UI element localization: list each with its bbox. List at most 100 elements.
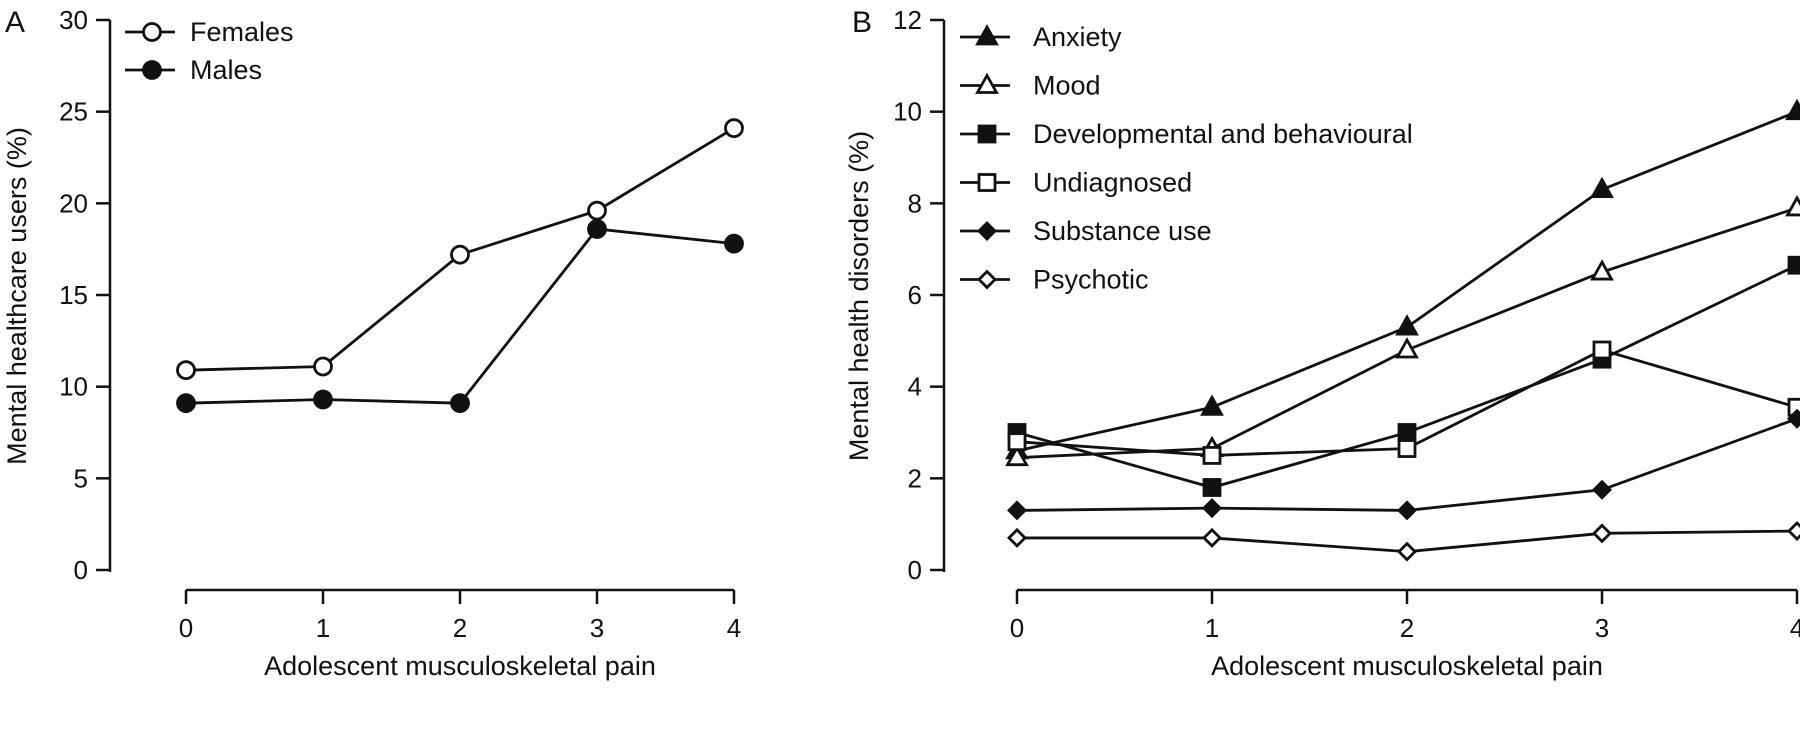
panel-b-x-ticks: 0 1 2 3 4	[1010, 590, 1800, 643]
panel-a-y-tick-label: 25	[59, 97, 88, 127]
legend-item-females: Females	[125, 17, 294, 47]
panel-b-y-tick-label: 6	[908, 280, 922, 310]
data-point-anxiety	[1590, 176, 1614, 198]
legend-marker-males	[142, 60, 162, 80]
legend-label-females: Females	[190, 17, 294, 47]
data-point-developmental-and-behavioural	[1787, 255, 1800, 275]
legend-label-developmental-and-behavioural: Developmental and behavioural	[1033, 119, 1413, 149]
data-point-anxiety	[1785, 98, 1800, 121]
data-point-males	[450, 393, 470, 414]
data-point-developmental-and-behavioural	[1202, 478, 1222, 497]
panel-a-y-tick-label: 10	[59, 372, 88, 402]
data-point-mood	[1590, 259, 1614, 281]
panel-a-x-tick-label: 3	[590, 613, 604, 643]
data-point-mood	[1395, 337, 1419, 359]
data-point-substance-use	[1397, 500, 1417, 521]
legend-item-mood: Mood	[960, 71, 1101, 101]
data-point-psychotic	[1202, 527, 1222, 548]
legend-label-mood: Mood	[1033, 71, 1101, 101]
legend-label-anxiety: Anxiety	[1033, 22, 1122, 52]
legend-marker-females	[142, 22, 162, 42]
panel-a-y-tick-label: 30	[59, 5, 88, 35]
data-point-psychotic	[1592, 523, 1612, 544]
data-point-undiagnosed	[1397, 439, 1417, 458]
panel-b-y-tick-label: 0	[908, 555, 922, 585]
panel-a: A 0 5 10 15 20 25 30 0 1 2 3 4 Adolescent musculos…	[2, 5, 744, 681]
panel-b-y-ticks: 0 2 4 6 8 10 12	[893, 5, 944, 585]
data-point-mood	[1005, 444, 1029, 467]
legend-marker-developmental-and-behavioural	[977, 124, 997, 144]
data-point-females	[313, 356, 333, 377]
legend-marker-substance-use	[977, 221, 997, 241]
panel-b-label: B	[852, 6, 872, 39]
legend-item-undiagnosed: Undiagnosed	[960, 168, 1192, 198]
panel-a-legend: Females Males	[125, 17, 294, 85]
data-point-undiagnosed	[1592, 340, 1612, 360]
data-point-males	[176, 393, 196, 414]
panel-b-y-tick-label: 2	[908, 463, 922, 493]
panel-b-x-tick-label: 3	[1595, 613, 1609, 643]
panel-a-x-tick-label: 0	[179, 613, 193, 643]
panel-b-x-tick-label: 1	[1205, 613, 1219, 643]
panel-a-y-tick-label: 20	[59, 188, 88, 218]
panel-b-y-tick-label: 10	[893, 97, 922, 127]
data-point-substance-use	[1007, 500, 1027, 521]
data-point-females	[176, 360, 196, 381]
data-point-anxiety	[1395, 314, 1419, 336]
panel-a-series	[176, 118, 744, 414]
legend-marker-undiagnosed	[977, 173, 997, 192]
data-point-females	[724, 118, 744, 139]
data-point-males	[724, 233, 744, 254]
panel-a-x-tick-label: 2	[453, 613, 467, 643]
data-point-psychotic	[1397, 541, 1417, 562]
panel-a-y-tick-label: 5	[74, 463, 88, 493]
data-point-anxiety	[1200, 394, 1224, 416]
panel-b-y-axis-title: Mental health disorders (%)	[844, 131, 874, 461]
data-point-developmental-and-behavioural	[1397, 423, 1417, 442]
legend-label-undiagnosed: Undiagnosed	[1033, 168, 1192, 198]
panel-a-x-ticks: 0 1 2 3 4	[179, 590, 741, 643]
panel-b-x-axis-title: Adolescent musculoskeletal pain	[1211, 651, 1603, 681]
data-point-substance-use	[1787, 408, 1800, 429]
panel-a-x-tick-label: 1	[316, 613, 330, 643]
legend-item-developmental-and-behavioural: Developmental and behavioural	[960, 119, 1413, 149]
data-point-males	[313, 389, 333, 410]
data-point-substance-use	[1202, 498, 1222, 519]
panel-b-y-tick-label: 8	[908, 188, 922, 218]
legend-item-substance-use: Substance use	[960, 216, 1212, 246]
data-point-females	[587, 200, 607, 221]
legend-label-psychotic: Psychotic	[1033, 265, 1149, 295]
panel-a-label: A	[5, 6, 25, 39]
legend-marker-mood	[975, 72, 999, 94]
panel-b-series	[1005, 98, 1800, 562]
panel-a-y-ticks: 0 5 10 15 20 25 30	[59, 5, 110, 585]
data-point-undiagnosed	[1007, 432, 1027, 452]
data-point-psychotic	[1007, 527, 1027, 548]
panel-b-x-tick-label: 4	[1790, 613, 1800, 643]
data-point-psychotic	[1787, 521, 1800, 542]
legend-label-substance-use: Substance use	[1033, 216, 1212, 246]
legend-item-anxiety: Anxiety	[960, 22, 1122, 52]
panel-a-y-tick-label: 0	[74, 555, 88, 585]
panel-a-x-tick-label: 4	[727, 613, 741, 643]
panel-a-y-axis-title: Mental healthcare users (%)	[2, 127, 32, 465]
data-point-undiagnosed	[1202, 446, 1222, 465]
panel-b-y-tick-label: 4	[908, 372, 922, 402]
legend-item-males: Males	[125, 55, 262, 85]
data-point-substance-use	[1592, 479, 1612, 500]
data-point-males	[587, 219, 607, 239]
data-point-females	[450, 244, 470, 265]
panel-b-y-tick-label: 12	[893, 5, 922, 35]
panel-a-x-axis-title: Adolescent musculoskeletal pain	[264, 651, 656, 681]
legend-label-males: Males	[190, 55, 262, 85]
legend-marker-anxiety	[975, 24, 999, 46]
panel-b-x-tick-label: 2	[1400, 613, 1414, 643]
legend-item-psychotic: Psychotic	[960, 265, 1149, 295]
legend-marker-psychotic	[977, 269, 997, 290]
panel-a-y-tick-label: 15	[59, 280, 88, 310]
data-point-mood	[1785, 195, 1800, 217]
panel-b-x-tick-label: 0	[1010, 613, 1024, 643]
panel-b-legend: Anxiety Mood Developmental and behavioural…	[960, 22, 1413, 295]
